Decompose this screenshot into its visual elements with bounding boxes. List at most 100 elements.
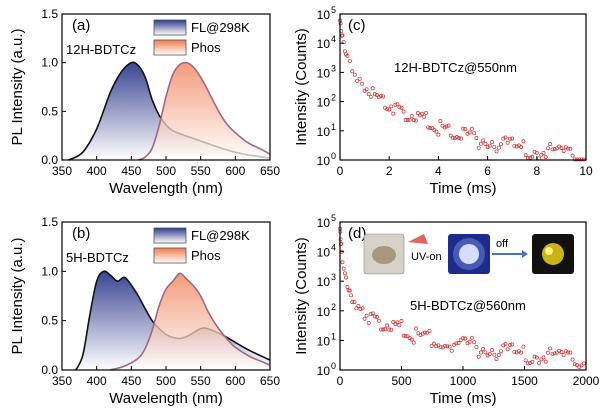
decay-point [438, 119, 443, 123]
decay-point [448, 133, 453, 138]
decay-point [391, 111, 396, 116]
x-tick-label: 6 [484, 164, 491, 178]
decay-point [395, 102, 400, 107]
series-area-phos [138, 62, 270, 160]
decay-point [399, 105, 404, 110]
y-tick-label: 1.5 [41, 7, 58, 21]
decay-point [458, 136, 463, 141]
decay-point [430, 126, 435, 131]
y-tick-label: 0.0 [41, 363, 58, 377]
decay-point [581, 361, 586, 366]
decay-point [469, 126, 474, 131]
decay-point [354, 306, 359, 311]
x-axis-label: Wavelength (nm) [109, 180, 223, 197]
decay-point [487, 352, 492, 357]
sample-annotation: 12H-BDTCz@550nm [394, 60, 517, 75]
x-tick-label: 1000 [450, 374, 477, 388]
decay-point [383, 327, 388, 332]
y-tick-label: 10 [317, 66, 331, 80]
decay-point [474, 136, 479, 140]
decay-point [393, 102, 398, 107]
decay-point [476, 354, 481, 359]
inset-label-off: off [496, 238, 509, 250]
decay-point [399, 319, 404, 323]
y-tick-exponent: 2 [331, 302, 336, 312]
y-tick-exponent: 3 [331, 272, 336, 282]
decay-point [414, 326, 418, 331]
y-tick-exponent: 0 [331, 361, 336, 371]
decay-point [467, 339, 472, 344]
decay-point [546, 350, 550, 355]
decay-point [425, 330, 430, 335]
decay-point [575, 362, 580, 367]
decay-point [407, 117, 412, 122]
decay-point [440, 123, 445, 128]
decay-point [360, 81, 365, 86]
x-tick-label: 450 [121, 164, 141, 178]
decay-point [534, 150, 539, 155]
x-tick-label: 500 [156, 164, 176, 178]
decay-point [492, 352, 497, 357]
decay-point [566, 146, 571, 151]
x-axis-label: Wavelength (nm) [109, 390, 223, 407]
decay-point [409, 114, 414, 119]
decay-point [360, 306, 365, 311]
y-tick-label: 10 [317, 364, 331, 378]
decay-point [403, 118, 408, 123]
y-tick-label: 1.0 [41, 56, 58, 70]
decay-point [579, 363, 584, 368]
decay-point [340, 260, 345, 265]
decay-point [496, 145, 501, 150]
x-tick-label: 650 [260, 374, 280, 388]
chart-b-fl-phos-5h: 350 400 450 500 550 600 650 0.0 0.5 1.0 1.5 Wavelen… [9, 215, 280, 407]
decay-point [344, 275, 349, 280]
series-area-fl [68, 62, 271, 160]
y-tick-label: 1.5 [41, 215, 58, 229]
decay-point [356, 304, 361, 308]
decay-point [499, 349, 503, 354]
decay-point [420, 331, 425, 336]
decay-point [512, 143, 517, 148]
legend-label-phos: Phos [191, 40, 221, 55]
decay-point [519, 145, 524, 149]
decay-point [409, 337, 414, 342]
legend-label-fl: FL@298K [191, 228, 250, 243]
decay-point [426, 125, 431, 130]
decay-point [539, 357, 544, 362]
decay-point [472, 340, 477, 345]
decay-point [411, 118, 416, 123]
decay-point [572, 362, 577, 367]
y-tick-label: 10 [317, 334, 331, 348]
decay-point [370, 86, 375, 91]
decay-point [579, 157, 584, 162]
decay-point [403, 334, 408, 339]
decay-point [461, 126, 465, 131]
x-axis-label: Time (ms) [430, 180, 497, 197]
decay-point [389, 327, 394, 332]
decay-point [534, 355, 539, 360]
decay-point [478, 141, 483, 146]
decay-point [372, 92, 377, 97]
decay-point [372, 314, 377, 319]
decay-point [508, 343, 512, 347]
y-axis-label: Intensity (Counts) [293, 28, 310, 146]
decay-point [550, 147, 555, 152]
decay-point [467, 130, 472, 135]
x-tick-label: 350 [52, 374, 72, 388]
decay-point [483, 350, 488, 355]
decay-point [357, 76, 362, 81]
decay-point [514, 144, 519, 149]
decay-point [385, 323, 390, 328]
decay-point [456, 136, 461, 140]
decay-point [543, 155, 548, 159]
legend-label-phos: Phos [191, 248, 221, 263]
decay-point [342, 49, 347, 54]
decay-point [391, 320, 396, 324]
y-tick-label: 10 [317, 37, 331, 51]
photo-sample-ambient [363, 233, 405, 275]
y-tick-exponent: 5 [331, 5, 336, 15]
decay-point [463, 336, 468, 341]
